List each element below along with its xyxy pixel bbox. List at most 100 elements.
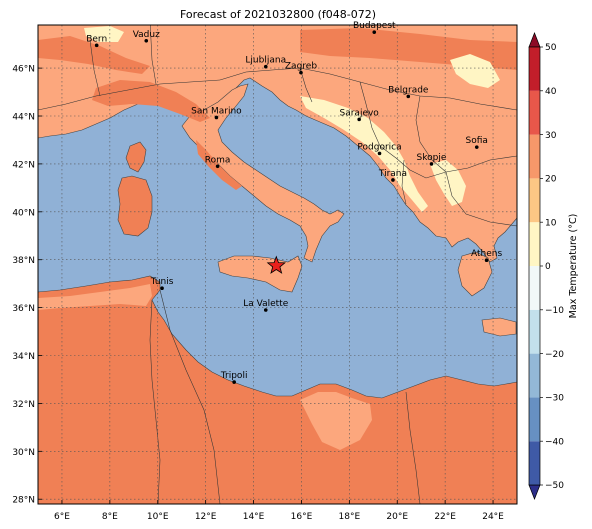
colorbar-bin [529,47,540,91]
colorbar-bin [529,441,540,485]
city-san-marino: San Marino [191,106,242,120]
lat-tick-label: 32°N [12,400,35,410]
colorbar-bin [529,266,540,310]
colorbar-tick-label: 30 [545,131,557,141]
colorbar-label: Max Temperature (°C) [568,214,579,319]
libya-coastal-band [300,392,372,450]
colorbar-tick-label: 0 [545,262,551,272]
latitude-axis: 46°N 44°N 42°N 40°N 38°N 36°N 34°N 32°N 30°N 28°N [12,65,42,506]
colorbar-extend-high [528,32,541,48]
city-ljubljana: Ljubljana [245,56,286,69]
city-vaduz: Vaduz [133,30,160,43]
colorbar-bin [529,309,540,354]
lat-tick-label: 42°N [12,160,35,170]
city-bern: Bern [86,34,107,48]
africa-coastal-band [38,284,152,310]
city-la-valette: La Valette [243,299,289,312]
colorbar-tick-label: 50 [545,43,557,53]
colorbar-tick-label: −50 [545,481,564,491]
warm-zone-alps [38,36,150,74]
warm-zone-italy [196,140,242,190]
city-label: Zagreb [285,62,317,72]
city-podgorica: Podgorica [357,142,402,156]
city-athens: Athens [471,249,502,262]
city-sarajevo: Sarajevo [340,108,380,122]
city-dot [391,178,395,182]
lat-tick-label: 30°N [12,448,35,458]
lon-tick-label: 20°E [386,512,408,522]
city-dot [160,286,164,291]
map-frame [37,24,518,505]
lat-tick-label: 46°N [12,65,35,75]
city-label: Sarajevo [340,108,380,118]
country-borders [38,25,517,504]
city-label: Podgorica [357,142,401,152]
lat-tick-label: 36°N [12,304,35,314]
city-dot [299,70,303,75]
city-tripoli: Tripoli [220,371,248,384]
city-dot [232,380,236,384]
lat-tick-label: 28°N [12,496,35,506]
colorbar-bin [529,178,540,223]
city-label: Skopje [417,153,447,163]
lon-tick-label: 10°E [147,512,169,522]
city-dot [429,162,434,166]
city-label: La Valette [243,299,288,309]
lat-tick-label: 38°N [12,256,35,266]
city-label: Ljubljana [245,56,286,66]
city-dot [377,151,382,156]
colorbar-tick-label: −30 [545,394,564,404]
lon-tick-label: 14°E [243,512,265,522]
city-label: Tripoli [220,371,248,381]
city-label: Bern [86,34,107,44]
cool-zone-west [84,26,124,42]
city-dot [406,94,411,99]
colorbar-tick-label: −20 [545,350,564,360]
star-icon [266,255,286,274]
city-dot [484,258,489,262]
colorbar-extend-low [528,484,541,500]
city-dot [94,43,99,48]
longitude-axis: 6°E 8°E 10°E 12°E 14°E 16°E 18°E 20°E 22°E 24°E [54,500,504,522]
lon-tick-label: 6°E [54,512,70,522]
lon-tick-label: 18°E [339,512,361,522]
lat-tick-label: 40°N [12,208,35,218]
colorbar-bin [529,397,540,442]
city-tirana: Tirana [378,169,407,182]
colorbar: 50 40 30 20 10 0 −10 −20 −30 −40 −50 [528,32,564,500]
city-dot [263,308,268,312]
city-sofia: Sofia [466,136,488,149]
lon-tick-label: 16°E [291,512,313,522]
lon-tick-label: 12°E [195,512,217,522]
city-roma: Roma [205,155,231,169]
city-label: Roma [205,155,231,165]
corsica [125,141,147,173]
city-skopje: Skopje [417,153,447,166]
city-dot [263,64,268,69]
lat-tick-label: 44°N [12,113,35,123]
city-dot [372,30,377,34]
city-label: Belgrade [388,85,429,95]
city-tunis: Tunis [150,277,174,291]
colorbar-bin [529,90,540,135]
city-dot [357,117,361,122]
lat-tick-label: 34°N [12,352,35,362]
city-dot [144,39,149,43]
peloponnese [457,251,493,297]
city-label: Tirana [378,169,407,179]
colorbar-tick-label: 40 [545,87,557,97]
map-title: Forecast of 2021032800 (f048-072) [180,8,376,21]
lon-tick-label: 22°E [434,512,456,522]
crete [481,317,517,337]
colorbar-bin [529,134,540,179]
city-label: Sofia [466,136,488,146]
city-dot [215,164,220,169]
city-label: Budapest [353,21,396,31]
city-dot [474,145,479,149]
cool-zone-balkans [430,160,466,206]
colorbar-tick-label: 10 [545,218,557,228]
colorbar-tick-label: −40 [545,437,564,447]
lon-tick-label: 8°E [102,512,118,522]
